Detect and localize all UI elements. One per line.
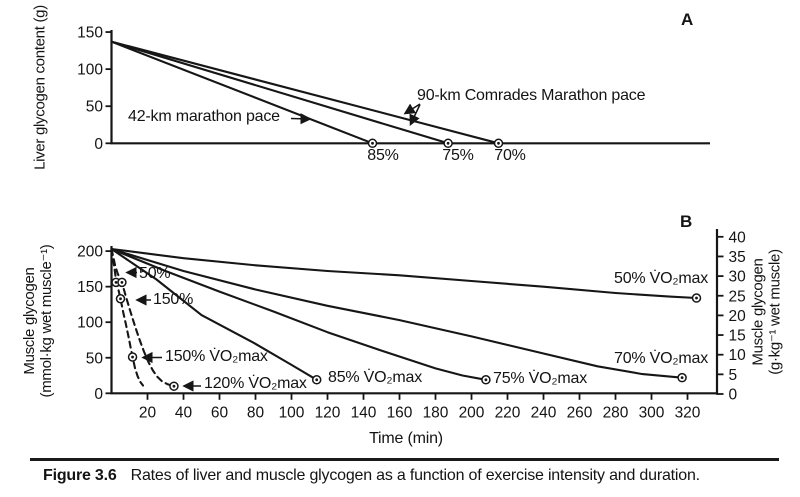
panelB-left-ytick-label: 0 [94, 386, 103, 403]
panelB-left-ytick-label: 200 [77, 244, 103, 261]
x-axis-tick-label: 140 [351, 405, 377, 422]
panelB-left-y-axis-title-line1: Muscle glycogen [21, 267, 38, 375]
x-axis-tick-label: 240 [531, 405, 557, 422]
data-marker-dot [114, 280, 118, 284]
x-axis-tick-label: 180 [423, 405, 449, 422]
data-marker-dot [446, 141, 450, 145]
x-axis-tick-label: 220 [495, 405, 521, 422]
series-75-vo2max [110, 247, 487, 381]
label-50-vo2max: 50% V̇O₂max [614, 270, 709, 287]
series-70-vo2max [110, 247, 684, 379]
panelB-letter: B [680, 212, 693, 231]
data-marker-dot [484, 378, 488, 382]
x-axis-tick-label: 120 [315, 405, 341, 422]
data-marker-dot [119, 297, 122, 301]
label-85-vo2max: 85% V̇O₂max [328, 369, 423, 386]
arrow-comrades-upper [403, 103, 421, 115]
x-axis-tick-label: 300 [639, 405, 665, 422]
panelB-right-ytick-label: 40 [729, 229, 747, 246]
data-marker-dot [695, 296, 698, 300]
label-50pct-short: 50% [139, 265, 171, 282]
panelB-right-ytick-label: 25 [729, 288, 746, 305]
panelB-right-y-axis-title-line1: Muscle glycogen [749, 258, 767, 366]
series-70-intensity-90-km-comrades-marathon-pace- [110, 40, 500, 145]
panelB-right-y-axis-title-line2: (g·kg⁻¹ wet muscle) [766, 249, 784, 375]
panelA-letter: A [681, 10, 694, 29]
panelB-right-ytick-label: 0 [729, 387, 738, 404]
x-axis-tick-label: 20 [139, 405, 157, 422]
panelB-left-ytick-label: 100 [77, 315, 103, 332]
x-axis-tick-label: 200 [459, 405, 485, 422]
x-axis-tick-label: 260 [567, 405, 593, 422]
data-marker-dot [497, 141, 500, 145]
panelA-end-label-75: 75% [442, 147, 474, 164]
panelA-ytick-label: 100 [77, 62, 103, 79]
data-marker-dot [131, 355, 134, 359]
panelB-left-y-axis-title: Muscle glycogen (mmol·kg wet muscle⁻¹) [21, 221, 55, 421]
x-axis-tick-label: 80 [247, 405, 265, 422]
panelB-right-y-axis-title: Muscle glycogen (g·kg⁻¹ wet muscle) [750, 210, 784, 415]
arrow-42km-pace [290, 113, 312, 125]
x-axis-tick-label: 280 [603, 405, 629, 422]
panelA-ytick-label: 50 [86, 99, 104, 116]
annotation-90km-comrades-pace: 90-km Comrades Marathon pace [417, 87, 646, 104]
data-marker-dot [680, 376, 684, 380]
panelB-left-y-axis-title-line2: (mmol·kg wet muscle⁻¹) [38, 244, 55, 398]
series-120-vo2max-intermittent- [110, 247, 176, 388]
data-marker-dot [371, 141, 374, 145]
panelB-right-ytick-label: 5 [729, 367, 738, 384]
panelA-ytick-label: 0 [94, 136, 103, 153]
series-75-intensity-90-km-comrades-marathon-pace- [110, 40, 450, 145]
label-120-vo2max: 120% V̇O₂max [204, 375, 307, 392]
figure-caption-label: Figure 3.6 [43, 467, 117, 484]
x-axis-tick-label: 100 [279, 405, 305, 422]
label-150-vo2max: 150% V̇O₂max [165, 348, 268, 365]
annotation-42km-marathon-pace: 42-km marathon pace [128, 108, 280, 125]
panelA-end-label-70: 70% [494, 147, 526, 164]
label-75-vo2max: 75% V̇O₂max [493, 370, 588, 387]
series-50-vo2max [110, 247, 698, 300]
x-axis-tick-label: 60 [211, 405, 229, 422]
data-marker-dot [315, 378, 319, 382]
x-axis-tick-label: 320 [675, 405, 701, 422]
panelB-right-ytick-label: 30 [729, 269, 747, 286]
x-axis-tick-label: 160 [387, 405, 413, 422]
panelB-left-ytick-label: 150 [77, 279, 103, 296]
panelA-ytick-label: 150 [77, 25, 103, 42]
data-marker-dot [172, 384, 176, 388]
panelB-left-ytick-label: 50 [86, 350, 104, 367]
figure-caption: Figure 3.6 Rates of liver and muscle glyc… [43, 467, 793, 485]
data-marker-dot [120, 280, 124, 284]
x-axis-title: Time (min) [369, 430, 443, 447]
panelA-end-label-85: 85% [367, 147, 399, 164]
panelA-y-axis-title: Liver glycogen content (g) [31, 5, 49, 170]
label-150pct-short: 150% [153, 291, 194, 308]
figure-caption-text: Rates of liver and muscle glycogen as a … [130, 467, 701, 484]
panelB-right-ytick-label: 15 [729, 328, 746, 345]
panelB-right-ytick-label: 20 [729, 308, 747, 325]
panelB-right-ytick-label: 35 [729, 249, 746, 266]
label-70-vo2max: 70% V̇O₂max [614, 350, 709, 367]
series-85-vo2max [110, 247, 318, 381]
series-85-intensity-42-km-marathon-pace- [110, 40, 374, 145]
panelB-right-ytick-label: 10 [729, 347, 747, 364]
caption-rule [30, 458, 779, 461]
x-axis-tick-label: 40 [175, 405, 193, 422]
